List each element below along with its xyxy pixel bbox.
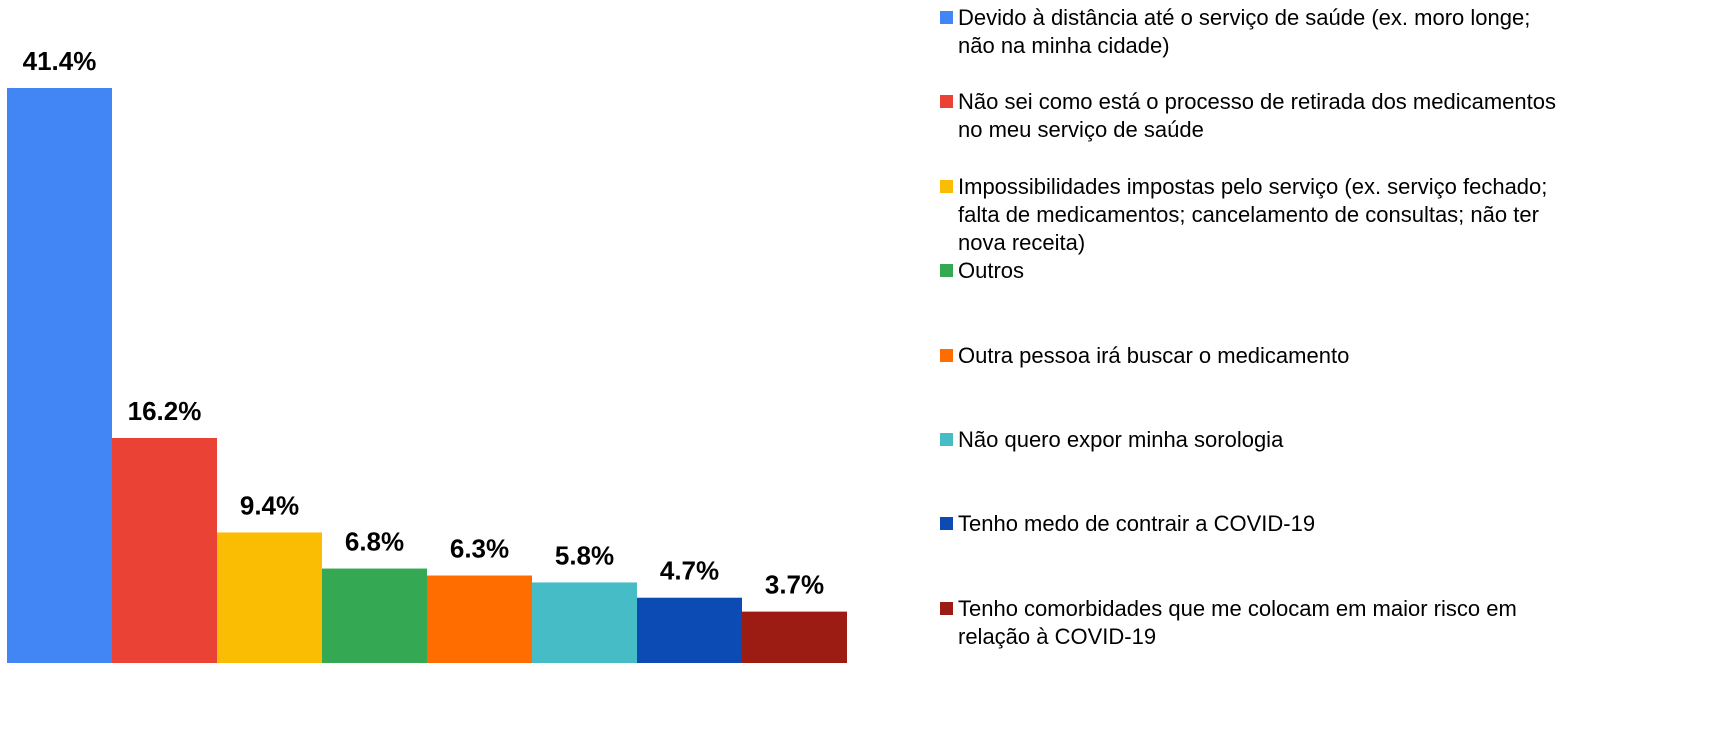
bar [427,575,532,663]
data-label: 6.8% [345,527,404,557]
bar [7,88,112,663]
legend-label: Tenho comorbidades que me colocam em mai… [958,595,1517,649]
data-label: 16.2% [128,396,202,426]
data-label: 41.4% [23,46,97,76]
legend-label: Impossibilidades impostas pelo serviço (… [958,173,1548,255]
data-label: 3.7% [765,570,824,600]
legend-swatch [940,179,953,193]
bar [217,532,322,663]
legend-label: Não sei como está o processo de retirada… [958,89,1556,143]
data-label: 4.7% [660,556,719,586]
legend-label: Outra pessoa irá buscar o medicamento [958,342,1350,368]
legend-swatch [940,11,953,24]
data-label: 5.8% [555,540,614,570]
legend-item: Tenho medo de contrair a COVID-19 [940,510,1565,538]
legend-label: Outros [958,258,1025,284]
legend-swatch [940,517,953,531]
legend-item: Tenho comorbidades que me colocam em mai… [940,595,1565,651]
legend-label: Não quero expor minha sorologia [958,427,1284,452]
legend-swatch [940,601,953,615]
bar [637,597,742,663]
bar [532,582,637,663]
data-label: 6.3% [450,534,509,564]
chart: 41.4% 16.2% 9.4% 6.8% 6.3% 5.8% 4.7% 3.7% [7,46,847,663]
legend-swatch [940,264,953,278]
legend-item: Não sei como está o processo de retirada… [940,88,1565,144]
legend-item: Outros [940,257,1565,285]
legend-item: Outra pessoa irá buscar o medicamento [940,342,1565,370]
bar [742,611,847,663]
legend-item: Devido à distância até o serviço de saúd… [940,4,1565,60]
legend-swatch [940,433,953,446]
legend-label: Devido à distância até o serviço de saúd… [958,5,1531,58]
legend-swatch [940,348,953,362]
data-label: 9.4% [240,490,299,520]
legend-swatch [940,95,953,109]
legend-item: Impossibilidades impostas pelo serviço (… [940,173,1565,257]
bar [322,568,427,663]
legend-item: Não quero expor minha sorologia [940,426,1565,454]
bar [112,438,217,663]
legend-label: Tenho medo de contrair a COVID-19 [958,511,1316,537]
